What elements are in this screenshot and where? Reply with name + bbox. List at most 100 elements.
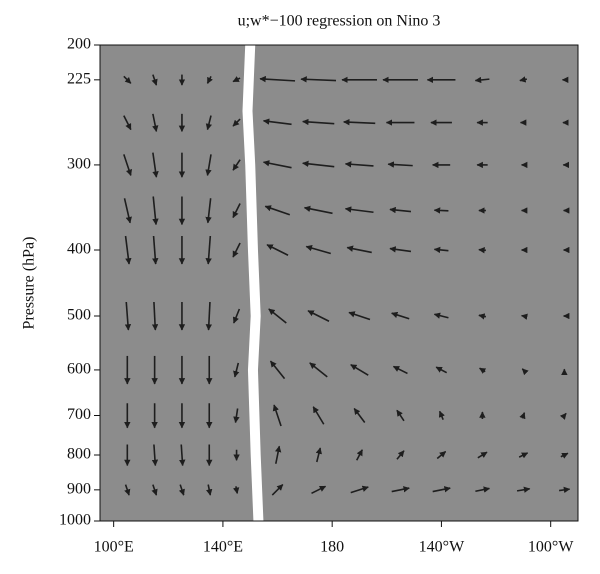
vector-arrow [315, 447, 322, 463]
vector-arrow [124, 235, 132, 265]
vector-arrow [232, 203, 241, 219]
y-tick-label: 600 [67, 361, 91, 378]
vector-arrow [205, 154, 212, 177]
vector-arrow [300, 76, 337, 83]
x-tick-label: 140°E [203, 539, 243, 556]
vector-arrow [387, 161, 413, 168]
vector-arrow [232, 308, 241, 324]
vector-arrow [206, 75, 213, 84]
vector-arrow [269, 360, 286, 380]
vector-arrow [152, 113, 159, 132]
vector-arrow [275, 445, 282, 464]
vector-arrow [262, 118, 292, 126]
vector-arrow [152, 196, 159, 226]
vector-arrow [519, 412, 526, 420]
vector-arrow [389, 206, 412, 214]
vector-arrow [396, 409, 405, 422]
vector-arrow [348, 311, 371, 321]
vector-arrow [343, 118, 376, 126]
zero-contour [242, 44, 264, 522]
vector-arrow [560, 452, 569, 459]
vector-arrow [312, 406, 325, 425]
x-tick-label: 100°W [528, 539, 574, 556]
vector-arrow [309, 362, 328, 378]
vector-arrow [205, 301, 213, 331]
chart-title: u;w*−100 regression on Nino 3 [238, 13, 441, 30]
vector-arrow [206, 484, 213, 496]
vector-arrow [475, 486, 491, 493]
vector-arrow [350, 363, 369, 376]
vector-arrow [396, 450, 405, 460]
vector-arrow [435, 366, 448, 374]
vector-arrow [436, 450, 447, 460]
vector-arrow [478, 313, 487, 320]
y-tick-label: 300 [67, 156, 91, 173]
vector-arrow [152, 152, 159, 178]
vector-arrow [433, 207, 449, 214]
vector-arrow [305, 245, 331, 255]
vector-arrow [232, 118, 241, 127]
y-tick-label: 1000 [59, 512, 91, 529]
y-tick-label: 900 [67, 481, 91, 498]
vector-arrow [205, 235, 212, 265]
vector-arrow [272, 404, 282, 427]
vector-arrow [123, 115, 132, 131]
vector-arrow [438, 410, 445, 421]
y-tick-label: 700 [67, 406, 91, 423]
vector-arrow [518, 452, 529, 459]
vector-arrow [266, 244, 289, 256]
vector-arrow [268, 308, 287, 324]
vector-arrow [521, 368, 529, 376]
vector-arrow [233, 408, 240, 424]
vector-arrow [124, 484, 131, 496]
vector-arrow [474, 76, 490, 84]
vector-arrow [123, 198, 132, 224]
vector-arrow [353, 407, 366, 423]
y-axis-label: Pressure (hPa) [21, 237, 38, 330]
vector-arrow [123, 75, 132, 84]
vector-arrow [205, 115, 213, 131]
vector-arrow [151, 301, 159, 331]
vector-arrow [391, 486, 410, 493]
vector-arrow [151, 74, 158, 86]
vector-arrow [346, 245, 372, 254]
vector-arrow [520, 313, 528, 320]
y-tick-label: 200 [67, 36, 91, 53]
plot-frame [99, 44, 579, 522]
y-tick-label: 500 [67, 307, 91, 324]
vector-arrow [311, 485, 327, 495]
x-tick-label: 140°W [419, 539, 465, 556]
vector-arrow [232, 159, 241, 171]
vector-arrow [478, 247, 486, 254]
vector-arrow [123, 154, 133, 177]
vector-arrow [262, 160, 292, 169]
vector-arrow [389, 246, 412, 253]
y-tick-label: 400 [67, 241, 91, 258]
vector-arrow [433, 312, 449, 319]
vector-arrow [178, 484, 185, 496]
vector-arrow [433, 246, 449, 254]
vector-arrow [232, 76, 241, 83]
vector-arrow [302, 118, 335, 126]
vector-arrow [432, 486, 451, 493]
vector-arrow [271, 484, 284, 496]
y-tick-label: 225 [67, 71, 91, 88]
vector-arrow [232, 242, 241, 258]
y-tick-label: 800 [67, 446, 91, 463]
vector-arrow [479, 367, 487, 374]
x-tick-label: 180 [320, 539, 344, 556]
vector-arrow [205, 198, 212, 224]
vector-arrow [519, 76, 528, 83]
vector-arrow [558, 486, 571, 494]
x-tick-label: 100°E [94, 539, 134, 556]
vector-arrow [355, 449, 363, 461]
vector-arrow [151, 484, 158, 496]
vector-arrow [344, 206, 374, 214]
plot-background [100, 45, 578, 521]
vector-arrow [303, 205, 333, 215]
vector-arrow [264, 205, 291, 216]
vector-arrow [302, 160, 335, 168]
vector-arrow [307, 310, 330, 322]
vector-arrow [152, 235, 159, 265]
